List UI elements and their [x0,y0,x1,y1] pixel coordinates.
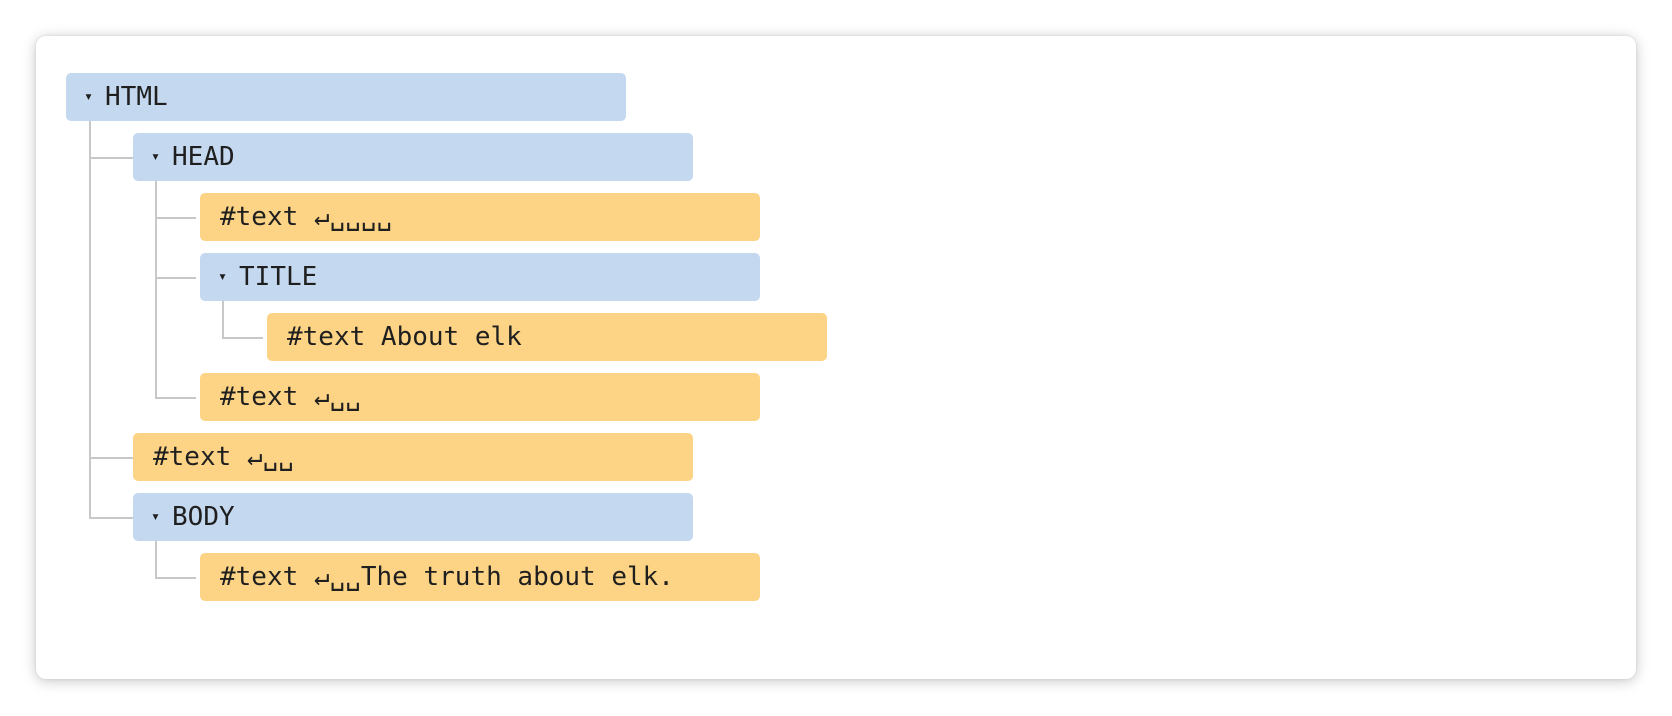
tree-node-title-text[interactable]: #text About elk [267,313,827,361]
node-label: #text ↵␣␣␣␣ [220,202,393,232]
connector-body-text [155,532,196,579]
tree-connector-lines [89,116,263,579]
connector-html [89,116,133,519]
tree-node-head[interactable]: ▾ HEAD [133,133,693,181]
node-label: #text ↵␣␣The truth about elk. [220,562,674,592]
node-label: BODY [172,502,235,532]
node-label: #text About elk [287,322,522,352]
dom-tree-panel: ▾ HTML ▾ HEAD #text ↵␣␣␣␣ ▾ TITLE #text Abo… [36,36,1636,679]
tree-node-body-text[interactable]: #text ↵␣␣The truth about elk. [200,553,760,601]
tree-node-head-text-1[interactable]: #text ↵␣␣␣␣ [200,193,760,241]
node-label: #text ↵␣␣ [153,442,294,472]
node-label: HEAD [172,142,235,172]
expand-toggle-icon[interactable]: ▾ [218,267,228,285]
tree-node-html-text[interactable]: #text ↵␣␣ [133,433,693,481]
expand-toggle-icon[interactable]: ▾ [84,87,94,105]
expand-toggle-icon[interactable]: ▾ [151,147,161,165]
connector-head-children [155,172,196,399]
node-label: HTML [105,82,168,112]
tree-node-title[interactable]: ▾ TITLE [200,253,760,301]
node-label: #text ↵␣␣ [220,382,361,412]
tree-node-head-text-2[interactable]: #text ↵␣␣ [200,373,760,421]
tree-node-body[interactable]: ▾ BODY [133,493,693,541]
connector-title-text [222,292,263,339]
expand-toggle-icon[interactable]: ▾ [151,507,161,525]
tree-node-html[interactable]: ▾ HTML [66,73,626,121]
node-label: TITLE [239,262,318,292]
